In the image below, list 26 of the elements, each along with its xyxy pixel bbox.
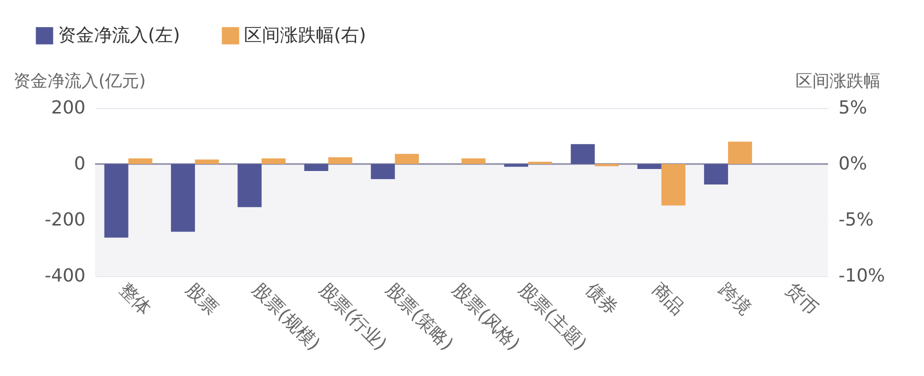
y-tick-label: 200	[51, 98, 86, 118]
bar	[262, 158, 286, 164]
y2-tick-label: 5%	[838, 98, 868, 118]
y2-tick-label: -5%	[838, 210, 874, 230]
x-tick-label: 商品	[648, 279, 688, 320]
y-tick-label: -200	[44, 210, 86, 230]
legend-label: 区间涨跌幅(右)	[244, 24, 366, 46]
y2-tick-label: -10%	[838, 266, 886, 286]
x-tick-label: 跨境	[714, 279, 755, 320]
y-tick-label: -400	[44, 266, 86, 286]
bar	[394, 154, 419, 164]
bar	[461, 158, 486, 164]
bar	[128, 158, 152, 164]
x-tick-label: 货币	[781, 279, 822, 320]
x-tick-label: 整体	[114, 279, 156, 320]
bar	[661, 164, 686, 206]
y2-axis-title: 区间涨跌幅	[796, 72, 880, 92]
legend-label: 资金净流入(左)	[58, 24, 180, 46]
y-tick-label: 0	[74, 154, 86, 174]
bar	[328, 157, 352, 164]
bar	[194, 160, 219, 164]
x-tick-label: 债券	[581, 279, 622, 320]
y-axis-title: 资金净流入(亿元)	[14, 72, 146, 92]
y2-tick-label: 0%	[838, 154, 868, 174]
x-tick-label: 股票	[182, 279, 222, 320]
bar	[728, 142, 752, 164]
